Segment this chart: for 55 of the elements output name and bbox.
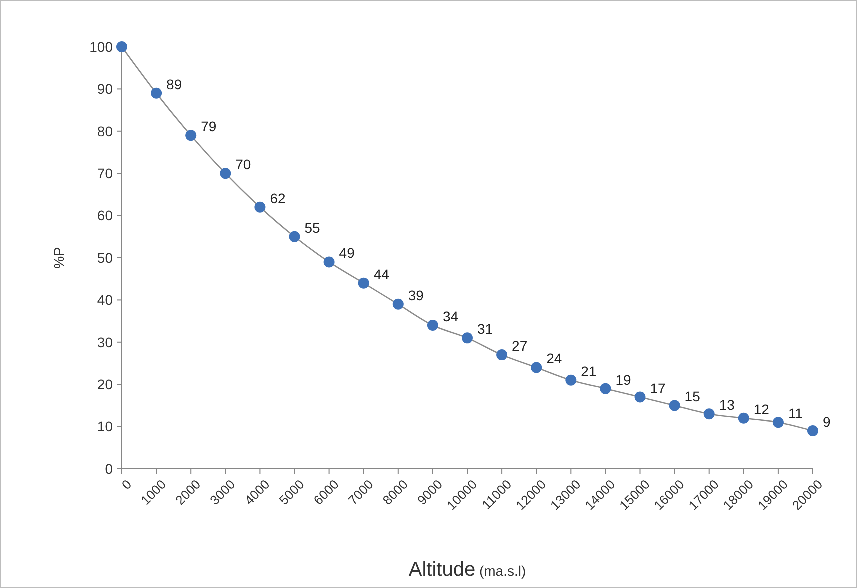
point [358, 278, 370, 289]
y-tick-label: 0 [105, 460, 114, 477]
data-label: 24 [546, 350, 562, 367]
point [600, 383, 612, 394]
x-tick-label: 0 [118, 476, 135, 493]
point [254, 202, 266, 213]
point [531, 362, 542, 374]
y-tick-label: 50 [97, 250, 114, 266]
data-label: 12 [754, 401, 770, 418]
data-label: 79 [201, 118, 217, 135]
data-label: 11 [788, 406, 804, 422]
y-tick-label: 30 [97, 334, 114, 350]
y-tick-label: 100 [90, 38, 114, 55]
y-tick-label: 10 [97, 418, 114, 435]
data-label: 62 [270, 190, 286, 206]
point [289, 231, 300, 242]
point [462, 332, 473, 344]
point [566, 374, 577, 386]
y-tick-label: 90 [97, 81, 114, 98]
point [151, 88, 162, 99]
data-label: 89 [166, 76, 182, 92]
point [808, 426, 818, 437]
data-label: 17 [650, 380, 666, 396]
data-label: 27 [512, 338, 528, 354]
point [496, 350, 508, 361]
point [738, 412, 750, 424]
data-label: 55 [304, 220, 321, 236]
y-tick-label: 60 [97, 208, 114, 224]
data-label: 39 [408, 287, 424, 304]
data-label: 70 [236, 156, 252, 173]
point [220, 168, 232, 180]
point [427, 320, 438, 332]
data-label: 44 [374, 266, 390, 282]
x-axis-title: Altitude (ma.s.l) [408, 559, 526, 581]
data-label: 34 [442, 308, 459, 325]
data-label: 19 [616, 372, 632, 388]
point [324, 256, 335, 268]
y-tick-label: 80 [97, 123, 114, 140]
data-label: 9 [823, 414, 831, 430]
point [704, 408, 715, 420]
data-label: 13 [719, 397, 736, 414]
data-label: 31 [478, 321, 494, 338]
y-axis-title: %P [51, 247, 67, 269]
point [116, 42, 128, 52]
data-label: 49 [339, 245, 356, 262]
y-tick-label: 70 [97, 166, 114, 182]
point [634, 392, 646, 403]
point [186, 130, 197, 142]
y-tick-label: 20 [97, 376, 114, 392]
data-label: 15 [684, 388, 701, 405]
point [392, 298, 404, 310]
data-label: 21 [581, 363, 597, 380]
point [669, 400, 680, 412]
y-tick-label: 40 [97, 292, 114, 308]
point [772, 417, 784, 428]
